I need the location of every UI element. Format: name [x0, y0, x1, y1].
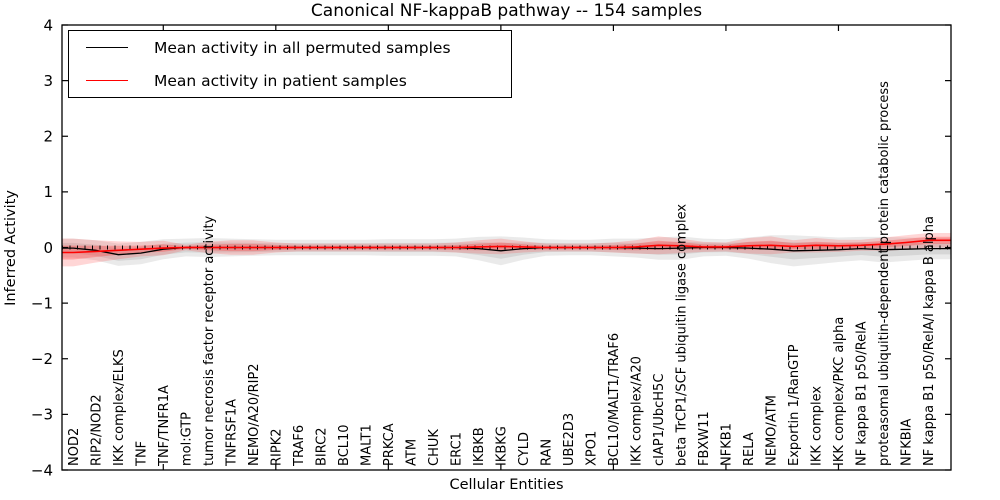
y-tick-label: 2	[43, 128, 53, 146]
y-tick-label: 1	[43, 183, 53, 201]
x-tick-label: RAN	[539, 439, 554, 466]
x-tick-label: ERC1	[449, 432, 464, 466]
patient-mean-line	[62, 239, 951, 254]
plot-frame	[61, 24, 952, 471]
legend-entry-permuted: Mean activity in all permuted samples	[69, 31, 511, 64]
x-tick-label: MALT1	[359, 424, 374, 466]
x-tick-label: RIP2/NOD2	[89, 394, 104, 466]
x-tick-label: BIRC2	[314, 428, 329, 467]
x-tick-label: XPO1	[584, 431, 599, 466]
x-tick-label: PRKCA	[382, 423, 397, 466]
x-tick-label: proteasomal ubiquitin-dependent protein …	[877, 81, 892, 466]
legend-label-patient: Mean activity in patient samples	[154, 71, 407, 90]
x-tick-label: NF kappa B1 p50/RelA/I kappa B alpha	[922, 216, 937, 466]
x-tick-label: BCL10	[337, 424, 352, 466]
x-tick-label: RIPK2	[269, 428, 284, 466]
patient-line-swatch	[86, 80, 128, 81]
y-tick-label: −1	[31, 294, 53, 312]
x-tick-label: BCL10/MALT1/TRAF6	[607, 333, 622, 466]
x-tick-label: ATM	[404, 439, 419, 466]
x-tick-label: NF kappa B1 p50/RelA	[855, 321, 870, 466]
x-tick-label: NFKBIA	[900, 419, 915, 466]
x-tick-label: TRAF6	[292, 425, 307, 467]
legend-label-permuted: Mean activity in all permuted samples	[154, 38, 451, 57]
patient-band-inner	[62, 236, 951, 260]
x-tick-label: IKK complex/A20	[629, 356, 644, 466]
x-tick-label: TNFRSF1A	[224, 399, 239, 467]
x-tick-label: TNF/TNFR1A	[157, 385, 172, 467]
y-tick-label: −2	[31, 350, 53, 368]
x-tick-label: NOD2	[67, 428, 82, 466]
y-tick-label: 0	[43, 239, 53, 257]
legend: Mean activity in all permuted samples Me…	[68, 30, 512, 98]
x-tick-label: CHUK	[427, 429, 442, 466]
x-tick-label: NFKB1	[719, 423, 734, 466]
y-tick-label: −3	[31, 406, 53, 424]
x-tick-label: mol:GTP	[179, 412, 194, 466]
x-tick-label: FBXW11	[697, 411, 712, 466]
legend-entry-patient: Mean activity in patient samples	[69, 64, 511, 97]
x-tick-label: NEMO/A20/RIP2	[247, 363, 262, 466]
x-tick-label: NEMO/ATM	[764, 395, 779, 466]
x-axis-label: Cellular Entities	[449, 477, 564, 493]
x-tick-label: tumor necrosis factor receptor activity	[202, 215, 217, 466]
y-tick-label: 3	[43, 72, 53, 90]
x-tick-label: IKBKG	[494, 426, 509, 466]
x-tick-label: Exportin 1/RanGTP	[787, 344, 802, 466]
x-tick-label: cIAP1/UbcH5C	[652, 374, 667, 466]
x-tick-label: IKBKB	[472, 427, 487, 466]
x-tick-label: IKK complex/PKC alpha	[832, 317, 847, 466]
chart-title: Canonical NF-kappaB pathway -- 154 sampl…	[310, 1, 703, 21]
x-tick-label: RELA	[742, 432, 757, 466]
x-tick-label: UBE2D3	[562, 413, 577, 466]
x-tick-label: IKK complex	[810, 386, 825, 466]
x-tick-label: IKK complex/ELKS	[112, 349, 127, 466]
x-tick-label: beta TrCP1/SCF ubiquitin ligase complex	[674, 204, 689, 466]
x-tick-label: TNF	[134, 441, 149, 467]
y-tick-label: −4	[31, 461, 53, 479]
y-axis-label: Inferred Activity	[3, 190, 19, 306]
permuted-line-swatch	[86, 47, 128, 48]
x-tick-label: CYLD	[517, 432, 532, 466]
y-tick-label: 4	[43, 16, 53, 34]
